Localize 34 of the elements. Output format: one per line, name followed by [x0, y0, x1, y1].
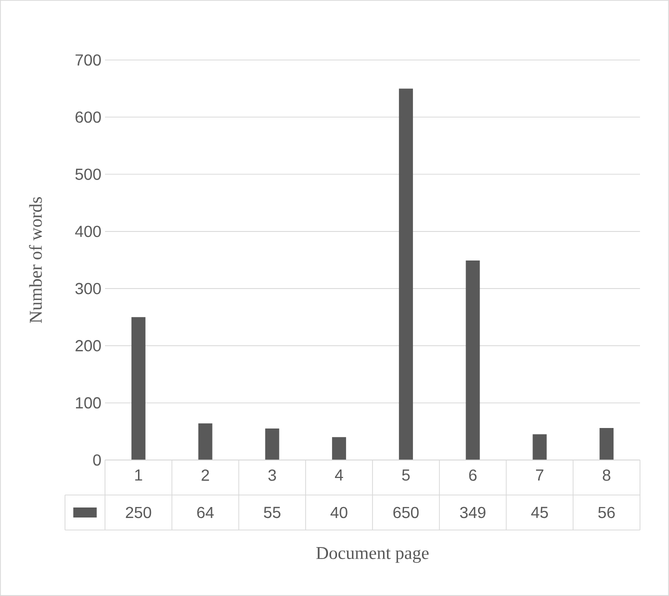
data-label: 650: [393, 506, 419, 518]
y-tick-label: 600: [76, 111, 101, 123]
bar: [131, 317, 146, 460]
y-tick-label: 300: [75, 282, 101, 294]
bar: [600, 428, 614, 460]
y-tick-label: 200: [76, 340, 101, 352]
bar: [332, 437, 346, 460]
x-tick-label: 8: [602, 470, 610, 481]
y-axis-title: Number of words: [29, 197, 42, 323]
x-tick-label: 1: [135, 470, 142, 481]
bar: [198, 423, 212, 460]
x-tick-label: 4: [334, 470, 344, 481]
data-label: 349: [460, 506, 486, 518]
data-label: 56: [598, 506, 615, 518]
y-tick-label: 0: [93, 454, 101, 466]
x-tick-label: 7: [536, 470, 544, 481]
x-tick-label: 2: [202, 470, 209, 481]
data-label: 55: [264, 506, 280, 518]
x-tick-label: 5: [402, 470, 410, 481]
data-label: 64: [197, 506, 214, 518]
bar: [466, 260, 480, 460]
y-tick-label: 700: [76, 54, 101, 66]
x-tick-label: 6: [469, 470, 477, 481]
data-label: 45: [531, 506, 548, 518]
x-axis-title: Document page: [316, 547, 429, 563]
y-tick-label: 500: [75, 168, 101, 180]
bar: [398, 88, 413, 460]
y-tick-label: 100: [76, 397, 101, 409]
data-label: 40: [330, 506, 348, 518]
y-tick-label: 400: [75, 226, 101, 238]
bar: [265, 428, 280, 460]
bar: [532, 434, 547, 460]
x-tick-label: 3: [268, 470, 276, 481]
data-label: 250: [126, 506, 152, 518]
